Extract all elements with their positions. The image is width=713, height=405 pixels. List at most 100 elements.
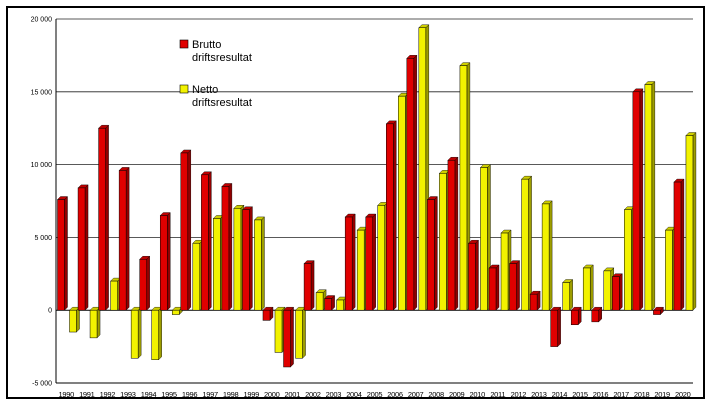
bar-side [76,306,80,333]
bar-face [459,65,468,311]
y-tick-label: 5 000 [34,235,52,242]
legend-swatch-netto [179,84,189,94]
bar-side [167,212,171,311]
bar-brutto [426,196,438,311]
bar-netto [562,279,574,311]
bar-side [393,120,397,311]
bar-side [619,273,623,311]
bar-face [130,309,139,359]
bar-brutto [180,149,192,311]
bar-face [213,218,221,311]
bar-side [290,306,294,368]
bar-face [418,27,427,311]
bar-face [356,229,365,311]
bar-face [98,127,106,311]
x-tick-label: 1991 [79,390,95,399]
x-tick-label: 2008 [428,390,444,399]
bar-brutto [467,239,479,311]
bar-side [548,200,553,311]
bar-face [242,209,250,311]
bar-face [139,258,147,311]
bar-side [475,239,479,311]
legend-swatch-brutto [179,39,189,49]
bar-side [158,306,162,361]
x-tick-label: 2007 [408,390,424,399]
x-tick-label: 2002 [305,390,321,399]
bar-side [569,279,573,311]
bar-face [398,95,406,311]
y-tick-label: -5 000 [32,381,52,388]
bar-brutto [139,255,151,311]
bar-side [249,206,253,311]
bar-face [151,309,159,360]
bar-netto [541,200,553,311]
x-tick-label: 2013 [531,390,547,399]
bar-face [233,208,242,311]
bar-face [488,267,497,311]
bar-face [315,292,324,311]
bar-brutto [241,206,253,311]
bar-side [146,255,150,311]
bar-face [447,159,456,311]
x-tick-label: 1995 [161,390,177,399]
bar-face [295,309,303,359]
bar-brutto [529,290,541,311]
bar-brutto [385,120,397,311]
bar-side [557,306,561,348]
y-tick-label: 20 000 [31,17,53,24]
bar-face [344,216,353,311]
x-tick-label: 2016 [593,390,609,399]
bar-side [96,306,101,339]
bar-brutto [118,166,130,311]
bar-face [180,152,189,311]
bar-face [439,173,447,311]
bar-face [562,282,570,311]
x-tick-label: 2010 [469,390,485,399]
bar-face [591,309,600,323]
bar-face [550,309,558,347]
x-tick-label: 1999 [243,390,259,399]
bar-side [413,54,418,311]
x-tick-label: 2020 [675,390,691,399]
bar-face [386,123,394,311]
bar-face [377,205,385,311]
bar-face [521,178,529,311]
bar-side [372,213,376,311]
bar-brutto [488,264,500,311]
bar-face [254,219,262,311]
bar-brutto [262,306,274,321]
bar-face [529,293,538,311]
x-tick-label: 2004 [346,390,362,399]
legend-label-netto: Netto driftsresultat [192,84,252,109]
bar-brutto [283,306,295,368]
x-tick-label: 1997 [202,390,218,399]
bar-brutto [652,306,664,316]
x-tick-label: 2014 [552,390,568,399]
bar-side [680,178,685,311]
bar-side [454,156,459,311]
bar-brutto [406,54,418,311]
bar-side [351,213,356,311]
bar-face [427,199,435,311]
y-tick-label: 15 000 [31,89,53,96]
bar-face [201,174,209,311]
bar-face [570,309,579,326]
bar-side [590,264,594,311]
bar-face [110,280,118,311]
bar-side [137,306,142,359]
bar-netto [582,264,594,311]
bar-side [639,88,644,311]
bar-netto [130,306,142,359]
x-tick-label: 2012 [511,390,527,399]
x-tick-label: 2005 [367,390,383,399]
legend-label-line: driftsresultat [192,97,252,109]
bar-face [77,187,86,311]
bar-netto [151,306,163,361]
bar-brutto [611,273,623,311]
bar-brutto [591,306,603,323]
bar-netto [253,216,265,311]
bar-side [495,264,500,311]
bar-netto [521,175,533,311]
bar-brutto [200,171,212,311]
